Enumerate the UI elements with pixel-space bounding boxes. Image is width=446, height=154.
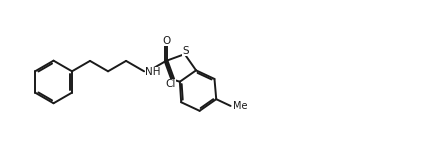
Text: Cl: Cl — [165, 79, 176, 89]
Text: O: O — [162, 36, 170, 46]
Text: NH: NH — [145, 67, 161, 77]
Text: Me: Me — [233, 101, 248, 111]
Text: S: S — [182, 46, 189, 56]
